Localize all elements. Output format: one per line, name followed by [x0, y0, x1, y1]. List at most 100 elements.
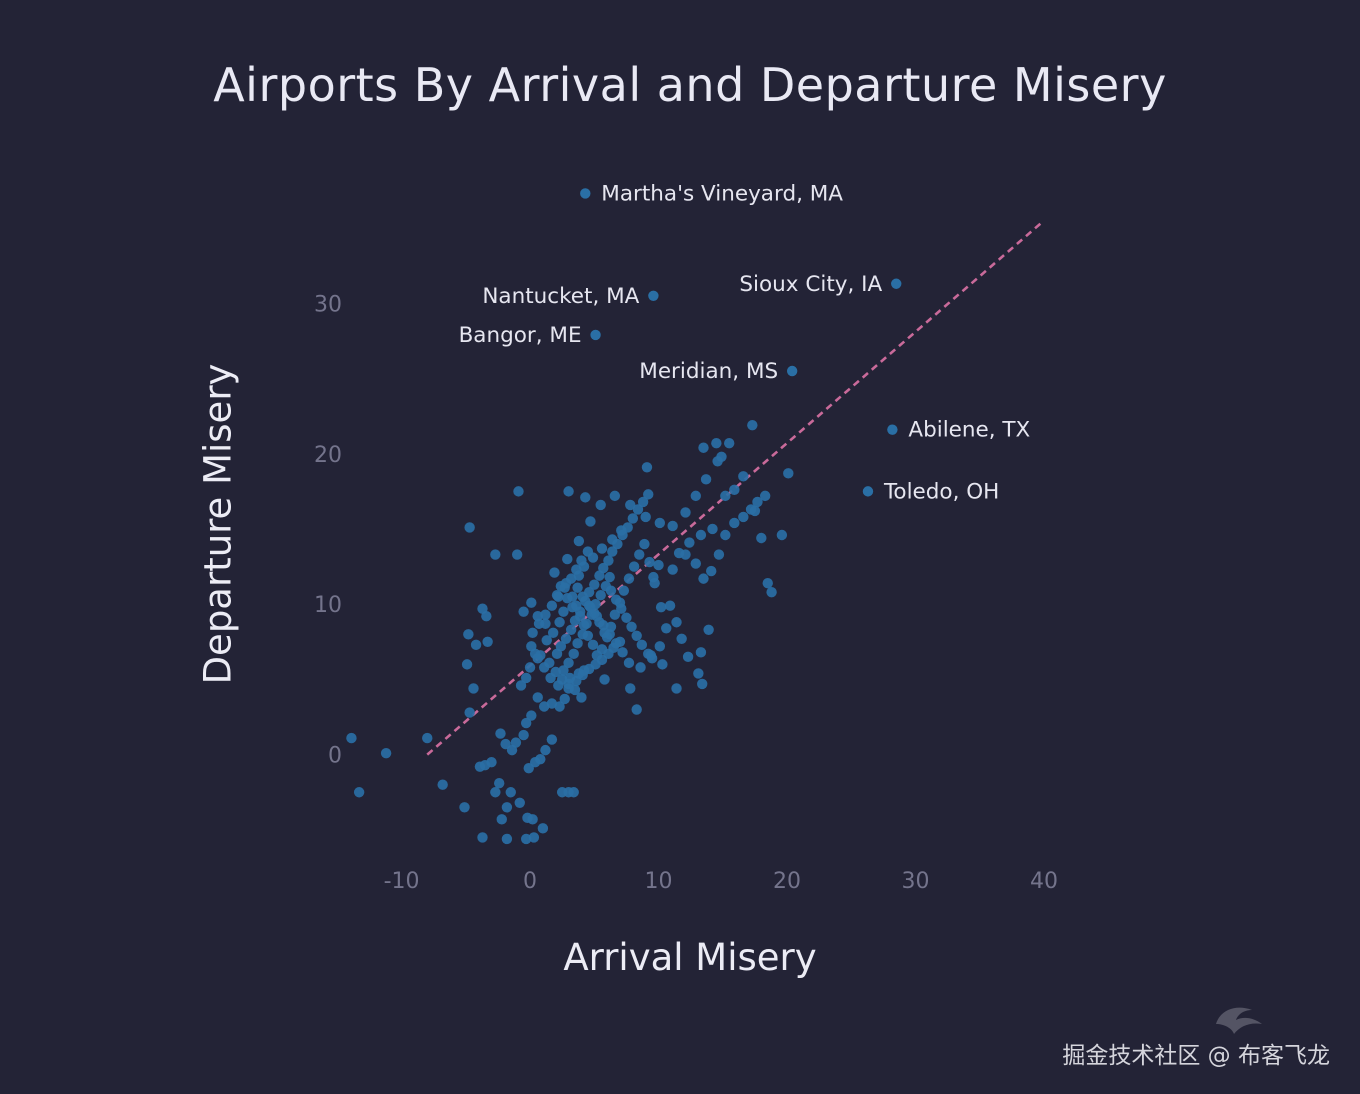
labeled-data-point	[887, 424, 898, 435]
data-point	[616, 525, 627, 536]
data-point	[463, 629, 474, 640]
data-point	[607, 546, 618, 557]
labeled-points: Martha's Vineyard, MA Sioux City, IA Nantu…	[459, 181, 1031, 504]
data-point	[623, 657, 635, 669]
data-point	[690, 558, 701, 569]
data-point	[560, 633, 572, 645]
data-point	[437, 779, 448, 790]
watermark-logo-icon	[1216, 1007, 1262, 1034]
data-point	[752, 496, 763, 508]
data-point	[632, 504, 644, 515]
data-point	[596, 543, 608, 554]
data-point	[346, 732, 357, 744]
point-annotation: Sioux City, IA	[739, 272, 882, 297]
data-point	[667, 520, 678, 532]
x-axis-label: Arrival Misery	[563, 936, 817, 979]
data-point	[555, 641, 567, 652]
data-point	[583, 600, 595, 611]
data-point	[598, 562, 609, 574]
point-annotation: Nantucket, MA	[482, 284, 639, 309]
data-point	[576, 692, 587, 703]
data-point	[496, 814, 507, 825]
labeled-data-point	[590, 329, 601, 341]
data-point	[477, 832, 488, 843]
data-point	[481, 611, 492, 622]
data-point	[673, 547, 685, 559]
data-point	[729, 484, 740, 496]
data-point	[501, 833, 513, 845]
data-point	[707, 523, 718, 535]
data-point	[636, 639, 648, 651]
data-point	[783, 468, 794, 479]
data-point	[574, 606, 586, 617]
data-point	[468, 683, 479, 694]
data-point	[526, 710, 537, 721]
data-point	[623, 573, 635, 584]
data-point	[621, 612, 632, 623]
data-point	[720, 490, 731, 502]
data-point	[698, 573, 709, 584]
data-point	[605, 585, 617, 596]
x-tick-label: -10	[384, 869, 420, 894]
data-point	[609, 490, 621, 502]
data-point	[713, 549, 725, 560]
data-point	[520, 833, 532, 845]
data-point	[569, 684, 581, 696]
x-tick-label: 20	[773, 869, 801, 894]
data-point	[514, 797, 525, 808]
chart-title: Airports By Arrival and Departure Misery	[213, 58, 1167, 112]
data-point	[643, 648, 654, 660]
data-point	[729, 517, 740, 529]
data-point	[535, 753, 546, 765]
data-point	[766, 586, 777, 598]
data-point	[695, 529, 707, 541]
data-point	[540, 744, 551, 756]
data-point	[527, 814, 538, 825]
data-point	[595, 499, 606, 511]
data-point	[559, 582, 570, 593]
data-point	[695, 647, 707, 658]
data-point	[682, 651, 694, 663]
data-point	[546, 600, 558, 611]
data-point	[563, 486, 574, 497]
data-point	[562, 592, 573, 604]
data-point	[577, 629, 588, 640]
data-point	[594, 617, 605, 628]
data-point	[655, 602, 667, 613]
data-point	[625, 499, 636, 511]
data-point	[554, 701, 565, 712]
data-point	[353, 787, 365, 798]
data-point	[617, 647, 628, 658]
y-tick-label: 20	[314, 443, 342, 468]
data-point	[549, 567, 560, 578]
data-point	[572, 638, 583, 649]
data-point	[637, 496, 649, 508]
data-point	[716, 451, 727, 462]
data-point	[532, 692, 543, 703]
data-point	[554, 617, 565, 628]
data-point	[494, 778, 505, 789]
data-point	[520, 717, 532, 729]
data-point	[625, 683, 636, 694]
data-point	[518, 606, 529, 617]
data-point	[558, 665, 569, 676]
data-point	[587, 639, 599, 651]
data-point	[486, 756, 497, 768]
data-point	[703, 624, 714, 635]
data-point	[671, 617, 682, 628]
x-tick-label: 40	[1030, 869, 1058, 894]
data-point	[749, 505, 761, 517]
scatter-points	[346, 419, 794, 845]
data-point	[639, 538, 650, 550]
data-point	[706, 565, 717, 577]
data-point	[565, 624, 577, 635]
data-point	[547, 627, 559, 638]
data-point	[720, 529, 731, 541]
point-annotation: Bangor, ME	[459, 323, 582, 348]
data-point	[604, 571, 615, 583]
data-point	[568, 648, 579, 660]
data-point	[700, 474, 712, 485]
data-point	[654, 641, 666, 652]
data-point	[599, 674, 610, 685]
data-point	[527, 627, 538, 638]
